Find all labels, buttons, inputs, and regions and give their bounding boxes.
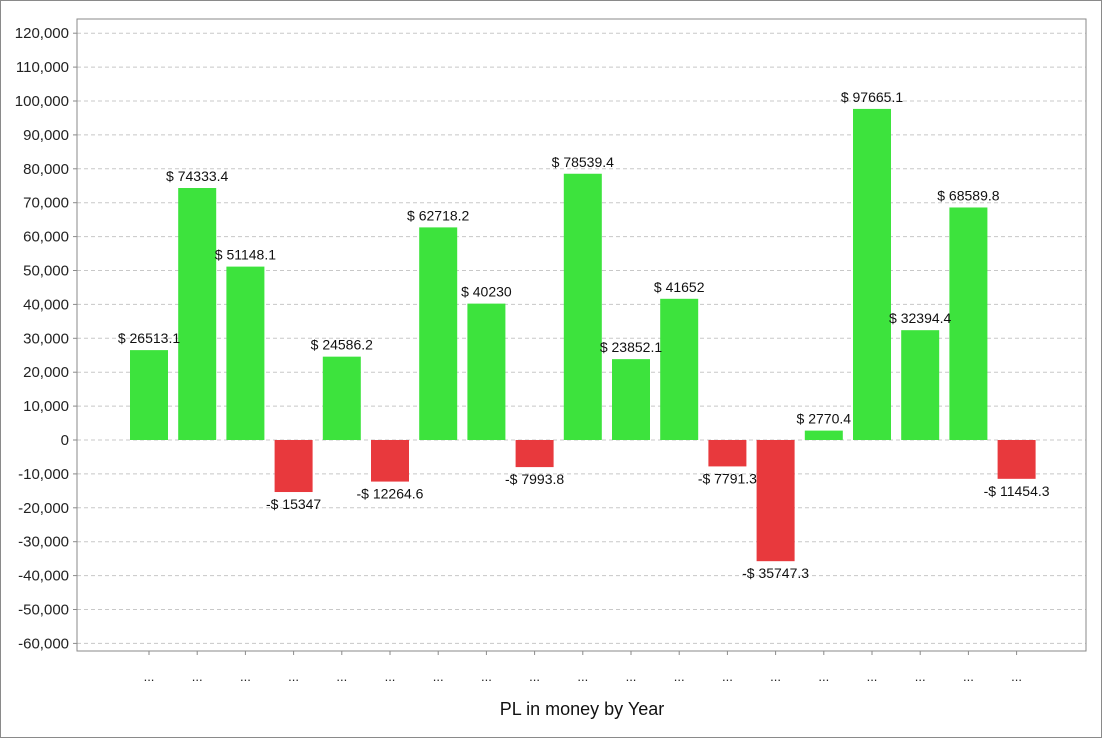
x-axis-category-labels: ........................................… [144, 651, 1022, 684]
bar-value-label: -$ 11454.3 [984, 483, 1050, 499]
y-tick-label: -50,000 [18, 602, 69, 619]
bar[interactable] [563, 173, 602, 440]
data-labels: $ 26513.1 $ 74333.4 $ 51148.1 -$ 15347 $ 245… [118, 89, 1050, 581]
y-tick-label: -10,000 [18, 466, 69, 483]
x-category-label: ... [1011, 669, 1022, 684]
x-category-label: ... [577, 669, 588, 684]
bar-value-label: $ 97665.1 [841, 89, 903, 105]
y-tick-label: 90,000 [23, 127, 69, 144]
x-category-label: ... [963, 669, 974, 684]
y-tick-label: -60,000 [18, 635, 69, 652]
bar[interactable] [226, 266, 265, 440]
bar-value-label: -$ 12264.6 [357, 486, 424, 502]
x-category-label: ... [722, 669, 733, 684]
y-tick-label: 40,000 [23, 296, 69, 313]
x-category-label: ... [626, 669, 637, 684]
bar[interactable] [467, 303, 506, 440]
bar-value-label: $ 24586.2 [311, 337, 373, 353]
bar-value-label: $ 26513.1 [118, 330, 180, 346]
bar-value-label: $ 68589.8 [937, 187, 999, 203]
bar[interactable] [804, 430, 843, 440]
y-tick-label: 50,000 [23, 263, 69, 280]
bars [130, 108, 1036, 562]
plot-area-border [76, 18, 1087, 652]
x-category-label: ... [288, 669, 299, 684]
x-category-label: ... [770, 669, 781, 684]
y-tick-label: -30,000 [18, 534, 69, 551]
x-axis-title: PL in money by Year [500, 699, 664, 719]
y-tick-label: -20,000 [18, 500, 69, 517]
bar-value-label: $ 23852.1 [600, 339, 662, 355]
x-category-label: ... [529, 669, 540, 684]
bar[interactable] [997, 440, 1036, 479]
bar[interactable] [178, 188, 217, 440]
y-tick-label: 110,000 [16, 59, 69, 76]
x-category-label: ... [433, 669, 444, 684]
bar[interactable] [371, 440, 409, 482]
bar-value-label: $ 51148.1 [215, 247, 276, 263]
bar-value-label: $ 41652 [654, 279, 705, 295]
bar[interactable] [130, 350, 168, 440]
x-category-label: ... [818, 669, 829, 684]
bar[interactable] [612, 359, 650, 440]
y-tick-label: 80,000 [23, 161, 69, 178]
bar-value-label: -$ 15347 [266, 496, 321, 512]
y-tick-label: 20,000 [23, 364, 69, 381]
x-category-label: ... [192, 669, 203, 684]
bar[interactable] [322, 356, 361, 440]
x-category-label: ... [481, 669, 492, 684]
x-category-label: ... [867, 669, 878, 684]
bar[interactable] [708, 440, 747, 467]
bar-value-label: $ 40230 [461, 284, 512, 300]
bar-value-label: -$ 7993.8 [505, 471, 564, 487]
y-tick-label: 60,000 [23, 229, 69, 246]
bar[interactable] [515, 440, 554, 468]
x-category-label: ... [144, 669, 155, 684]
bar-value-label: -$ 7791.3 [698, 470, 757, 486]
y-tick-label: 10,000 [23, 398, 69, 415]
bar[interactable] [419, 227, 458, 440]
y-tick-label: 70,000 [23, 195, 69, 212]
x-category-label: ... [674, 669, 685, 684]
bar[interactable] [853, 108, 891, 440]
bar-value-label: $ 78539.4 [552, 154, 614, 170]
y-tick-label: 120,000 [15, 25, 69, 42]
bar[interactable] [756, 440, 795, 562]
y-tick-label: 30,000 [23, 330, 69, 347]
bar-value-label: -$ 35747.3 [742, 565, 809, 581]
bar-value-label: $ 2770.4 [797, 411, 852, 427]
x-category-label: ... [240, 669, 251, 684]
x-category-label: ... [385, 669, 396, 684]
bar-value-label: $ 74333.4 [166, 168, 228, 184]
bar[interactable] [660, 298, 699, 440]
bar[interactable] [274, 440, 313, 493]
y-tick-label: 0 [61, 432, 69, 449]
y-tick-label: -40,000 [18, 568, 69, 585]
y-tick-label: 100,000 [15, 93, 69, 110]
bar-value-label: $ 32394.4 [889, 310, 951, 326]
bar-value-label: $ 62718.2 [407, 207, 469, 223]
y-axis-tick-labels: 120,000 110,000 100,000 90,000 80,000 70,000 6… [15, 25, 69, 652]
x-category-label: ... [336, 669, 347, 684]
bar[interactable] [901, 330, 940, 440]
bar[interactable] [949, 207, 988, 440]
x-category-label: ... [915, 669, 926, 684]
